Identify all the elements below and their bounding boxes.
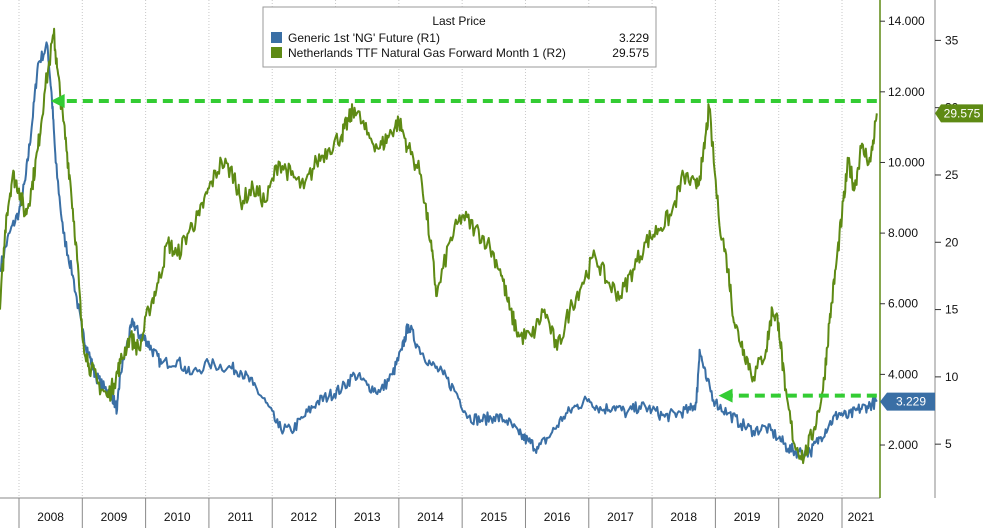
right-axis-r1: 14.000 12.000 10.000 8.000 6.000 4.000 2.000 (879, 0, 925, 498)
x-tick-label-2011: 2011 (228, 510, 254, 524)
x-axis: 2008 2009 2010 2011 2012 2013 2014 2015 2016 2017… (0, 497, 880, 528)
series-line-ttf (0, 27, 878, 465)
legend-label-ng: Generic 1st 'NG' Future (R1) (288, 31, 440, 45)
legend-swatch-ttf (271, 47, 282, 58)
r2-tick-label: 20 (945, 235, 959, 249)
badge-ttf-label: 29.575 (944, 106, 981, 120)
x-tick-label-2017: 2017 (607, 510, 634, 524)
r1-tick-label: 4.000 (888, 367, 918, 381)
r1-tick-label: 6.000 (888, 297, 918, 311)
legend-title: Last Price (432, 14, 486, 28)
legend-value-ttf: 29.575 (612, 46, 649, 60)
r2-tick-label: 25 (945, 168, 959, 182)
x-tick-label-2019: 2019 (734, 510, 761, 524)
x-tick-label-2016: 2016 (544, 510, 571, 524)
last-price-badges: 3.229 29.575 (880, 104, 983, 411)
r1-tick-label: 10.000 (888, 155, 925, 169)
x-tick-label-2018: 2018 (670, 510, 697, 524)
r1-tick-label: 12.000 (888, 85, 925, 99)
r2-tick-label: 10 (945, 370, 959, 384)
vertical-gridlines (18, 0, 843, 498)
dashed-arrow-head-1 (50, 93, 65, 108)
badge-ng-label: 3.229 (896, 395, 926, 409)
dashed-arrow-annotations (50, 93, 877, 403)
x-tick-label-2015: 2015 (480, 510, 507, 524)
x-tick-label-2010: 2010 (164, 510, 191, 524)
legend: Last Price Generic 1st 'NG' Future (R1) … (262, 6, 657, 68)
legend-value-ng: 3.229 (619, 31, 649, 45)
legend-box (262, 6, 657, 68)
badge-ttf-background (935, 104, 983, 123)
legend-swatch-ng (271, 32, 282, 43)
r2-tick-label: 35 (945, 33, 959, 47)
x-tick-label-2012: 2012 (291, 510, 318, 524)
series-lines (0, 27, 878, 465)
r1-tick-label: 2.000 (888, 438, 918, 452)
x-tick-label-2013: 2013 (354, 510, 381, 524)
r2-tick-label: 5 (945, 437, 952, 451)
r1-tick-label: 8.000 (888, 226, 918, 240)
x-tick-label-2014: 2014 (417, 510, 444, 524)
x-tick-label-2008: 2008 (37, 510, 64, 524)
legend-label-ttf: Netherlands TTF Natural Gas Forward Mont… (288, 46, 566, 60)
r1-tick-label: 14.000 (888, 14, 925, 28)
r2-tick-label: 15 (945, 303, 959, 317)
dashed-arrow-head-2 (718, 388, 733, 403)
badge-ng-background (880, 392, 935, 411)
x-tick-label-2021: 2021 (848, 510, 875, 524)
x-tick-label-2020: 2020 (797, 510, 824, 524)
x-tick-label-2009: 2009 (101, 510, 128, 524)
right-axis-r2: 3530252015105 (934, 0, 959, 498)
series-line-ng (0, 41, 878, 459)
